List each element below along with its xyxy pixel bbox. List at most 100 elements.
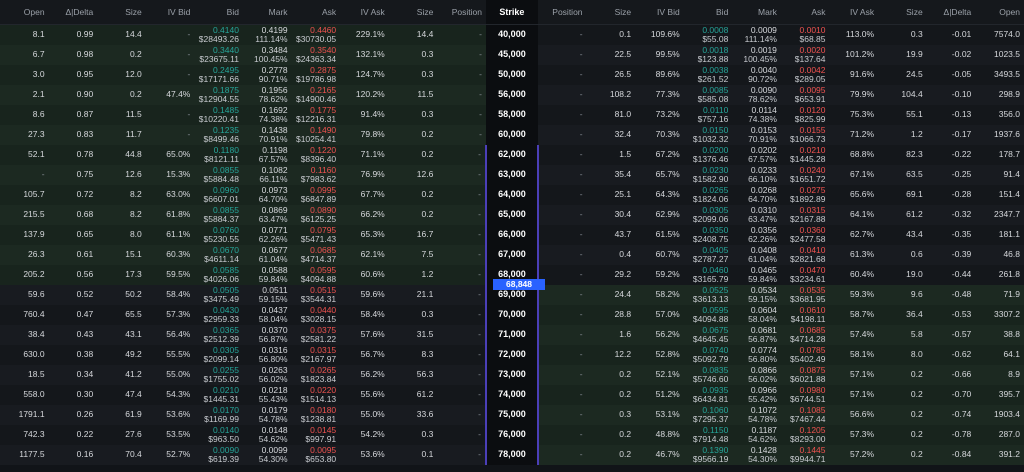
size-cell: 0.2 xyxy=(586,425,636,445)
ask-cell: 0.1490 $10254.41 xyxy=(291,125,341,145)
size-cell: 69.1 xyxy=(878,185,927,205)
ask-price: 0.0795 xyxy=(310,225,337,235)
bid-sub: $1824.06 xyxy=(692,194,729,204)
mark-price: 0.0009 xyxy=(750,24,777,35)
mark-cell: 0.0534 59.15% xyxy=(732,285,781,305)
mark-sub: 54.30% xyxy=(258,454,288,464)
position-cell: - xyxy=(537,225,587,245)
bid-sub: $4611.14 xyxy=(204,254,239,264)
chain-row[interactable]: 38.4 0.43 43.1 56.4% 0.0365 $2512.39 0.0370 56.… xyxy=(0,325,1024,345)
size-cell: 15.1 xyxy=(97,245,146,265)
mark-sub: 55.43% xyxy=(258,394,288,404)
column-header: Δ|Delta xyxy=(926,0,976,25)
mark-cell: 0.0179 54.78% xyxy=(242,405,292,425)
ask-sub: $8293.00 xyxy=(790,434,826,444)
chain-row[interactable]: 558.0 0.30 47.4 54.3% 0.0210 $1445.31 0.0218 55… xyxy=(0,385,1024,405)
chain-row[interactable]: 105.7 0.72 8.2 63.0% 0.0960 $6607.01 0.0973 64.… xyxy=(0,185,1024,205)
chain-row[interactable]: 1791.1 0.26 61.9 53.6% 0.0170 $1169.99 0.0179 5… xyxy=(0,405,1024,425)
ask-sub: $2477.58 xyxy=(790,234,826,244)
mark-price: 0.0771 xyxy=(261,225,288,235)
bid-cell: 0.0018 $123.88 xyxy=(683,45,733,65)
ask-price: 0.3540 xyxy=(310,45,337,55)
delta-cell: 0.65 xyxy=(48,225,98,245)
column-header: Mark xyxy=(242,0,292,25)
size-cell: 49.2 xyxy=(97,345,146,365)
chain-row[interactable]: 215.5 0.68 8.2 61.8% 0.0855 $5884.37 0.0869 63.… xyxy=(0,205,1024,225)
ask-cell: 0.0795 $5471.43 xyxy=(291,225,341,245)
ask-price: 0.1160 xyxy=(310,165,337,175)
size-cell: 0.3 xyxy=(388,105,438,125)
chain-row[interactable]: 2.1 0.90 0.2 47.4% 0.1875 $12904.55 0.1956 78.6… xyxy=(0,85,1024,105)
chain-row[interactable]: 18.5 0.34 41.2 55.0% 0.0255 $1755.02 0.0263 56.… xyxy=(0,365,1024,385)
chain-row[interactable]: 26.3 0.61 15.1 60.3% 0.0670 $4611.14 0.0677 61.… xyxy=(0,245,1024,265)
bid-sub: $6434.81 xyxy=(692,394,729,404)
bid-price: 0.0230 xyxy=(702,165,729,175)
mark-price: 0.0534 xyxy=(750,285,777,295)
bid-sub: $4645.45 xyxy=(692,334,729,344)
chain-row[interactable]: 137.9 0.65 8.0 61.1% 0.0760 $5230.55 0.0771 62.… xyxy=(0,225,1024,245)
mark-sub: 59.84% xyxy=(258,274,288,284)
chain-row[interactable]: 59.6 0.52 50.2 58.4% 0.0505 $3475.49 0.0511 59.… xyxy=(0,285,1024,305)
strike-cell: 67,000 xyxy=(484,245,539,265)
ask-cell: 0.1205 $8293.00 xyxy=(780,425,830,445)
chain-row[interactable]: -0.75 12.6 15.3% 0.0855 $5884.48 0.1082 66.11%… xyxy=(0,165,1024,185)
iv-bid-cell: 54.3% xyxy=(145,385,195,405)
bid-sub: $6607.01 xyxy=(203,194,239,204)
ask-cell: 0.1160 $7983.62 xyxy=(291,165,341,185)
bid-sub: $585.08 xyxy=(697,94,729,104)
open-cell: 760.4 xyxy=(0,305,49,325)
ask-price: 0.0210 xyxy=(799,145,826,155)
mark-price: 0.1438 xyxy=(261,125,288,135)
bid-sub: $3475.49 xyxy=(203,294,239,304)
chain-row[interactable]: 630.0 0.38 49.2 55.5% 0.0305 $2099.14 0.0316 56… xyxy=(0,345,1024,365)
bid-price: 0.0835 xyxy=(702,365,729,375)
ask-price: 0.0240 xyxy=(799,165,826,175)
bid-sub: $123.88 xyxy=(697,54,729,64)
position-cell: - xyxy=(537,85,587,105)
delta-cell: 0.34 xyxy=(48,365,98,385)
ask-price: 0.1490 xyxy=(310,125,337,135)
bid-price: 0.1060 xyxy=(702,405,729,415)
ask-cell: 0.0020 $137.64 xyxy=(780,45,830,65)
bid-cell: 0.3440 $23675.11 xyxy=(194,45,243,65)
strike-cell: 45,000 xyxy=(485,45,538,65)
chain-row[interactable]: 27.3 0.83 11.7-0.1235 $8499.46 0.1438 70.91% 0… xyxy=(0,125,1024,145)
ask-price: 0.0515 xyxy=(310,285,337,295)
position-cell: - xyxy=(537,185,587,205)
mark-cell: 0.0090 78.62% xyxy=(732,85,781,105)
bid-price: 0.1235 xyxy=(212,125,239,135)
mark-sub: 78.62% xyxy=(748,94,777,104)
bid-cell: 0.0835 $5746.60 xyxy=(683,365,733,385)
size-cell: 16.7 xyxy=(388,225,438,245)
mark-price: 0.0019 xyxy=(750,45,777,55)
size-cell: 56.3 xyxy=(388,365,438,385)
chain-row[interactable]: 6.7 0.98 0.2-0.3440 $23675.11 0.3484 100.45% 0… xyxy=(0,45,1024,65)
chain-row[interactable]: 8.6 0.87 11.5-0.1485 $10220.41 0.1692 74.38% 0… xyxy=(0,105,1024,125)
mark-sub: 66.11% xyxy=(259,174,288,184)
ask-cell: 0.1445 $9944.71 xyxy=(780,445,830,465)
size-cell: 12.0 xyxy=(97,65,146,85)
column-header: Size xyxy=(97,0,146,25)
position-cell: - xyxy=(537,165,587,185)
ask-sub: $2167.88 xyxy=(790,214,826,224)
ask-sub: $2581.22 xyxy=(300,334,337,344)
ask-sub: $1238.81 xyxy=(300,414,337,424)
mark-sub: 56.02% xyxy=(748,374,777,384)
iv-ask-cell: 60.6% xyxy=(340,265,389,285)
size-cell: 8.3 xyxy=(388,345,438,365)
bid-sub: $5884.48 xyxy=(203,174,239,184)
chain-row[interactable]: 1177.5 0.16 70.4 52.7% 0.0090 $619.39 0.0099 54… xyxy=(0,445,1024,465)
position-cell: - xyxy=(437,65,486,85)
iv-ask-cell: 65.3% xyxy=(340,225,389,245)
chain-row[interactable]: 8.1 0.99 14.4-0.4140 $28493.26 0.4199 111.14%… xyxy=(0,24,1024,45)
chain-row[interactable]: 760.4 0.47 65.5 57.3% 0.0430 $2959.33 0.0437 58… xyxy=(0,305,1024,325)
chain-row[interactable]: 742.3 0.22 27.6 53.5% 0.0140 $963.50 0.0148 54.… xyxy=(0,425,1024,445)
size-cell: 0.3 xyxy=(388,305,438,325)
mark-price: 0.0268 xyxy=(750,185,777,195)
chain-row[interactable]: 3.0 0.95 12.0-0.2495 $17171.66 0.2778 90.71% 0… xyxy=(0,65,1024,85)
chain-row[interactable]: 52.1 0.78 44.8 65.0% 0.1180 $8121.11 0.1198 67.… xyxy=(0,145,1024,165)
iv-ask-cell: 59.6% xyxy=(340,285,389,305)
delta-cell: 0.75 xyxy=(48,165,98,185)
chain-row[interactable]: 205.2 0.56 17.3 59.5% 0.0585 $4026.06 0.0588 59… xyxy=(0,265,1024,285)
iv-bid-cell: - xyxy=(145,105,195,125)
